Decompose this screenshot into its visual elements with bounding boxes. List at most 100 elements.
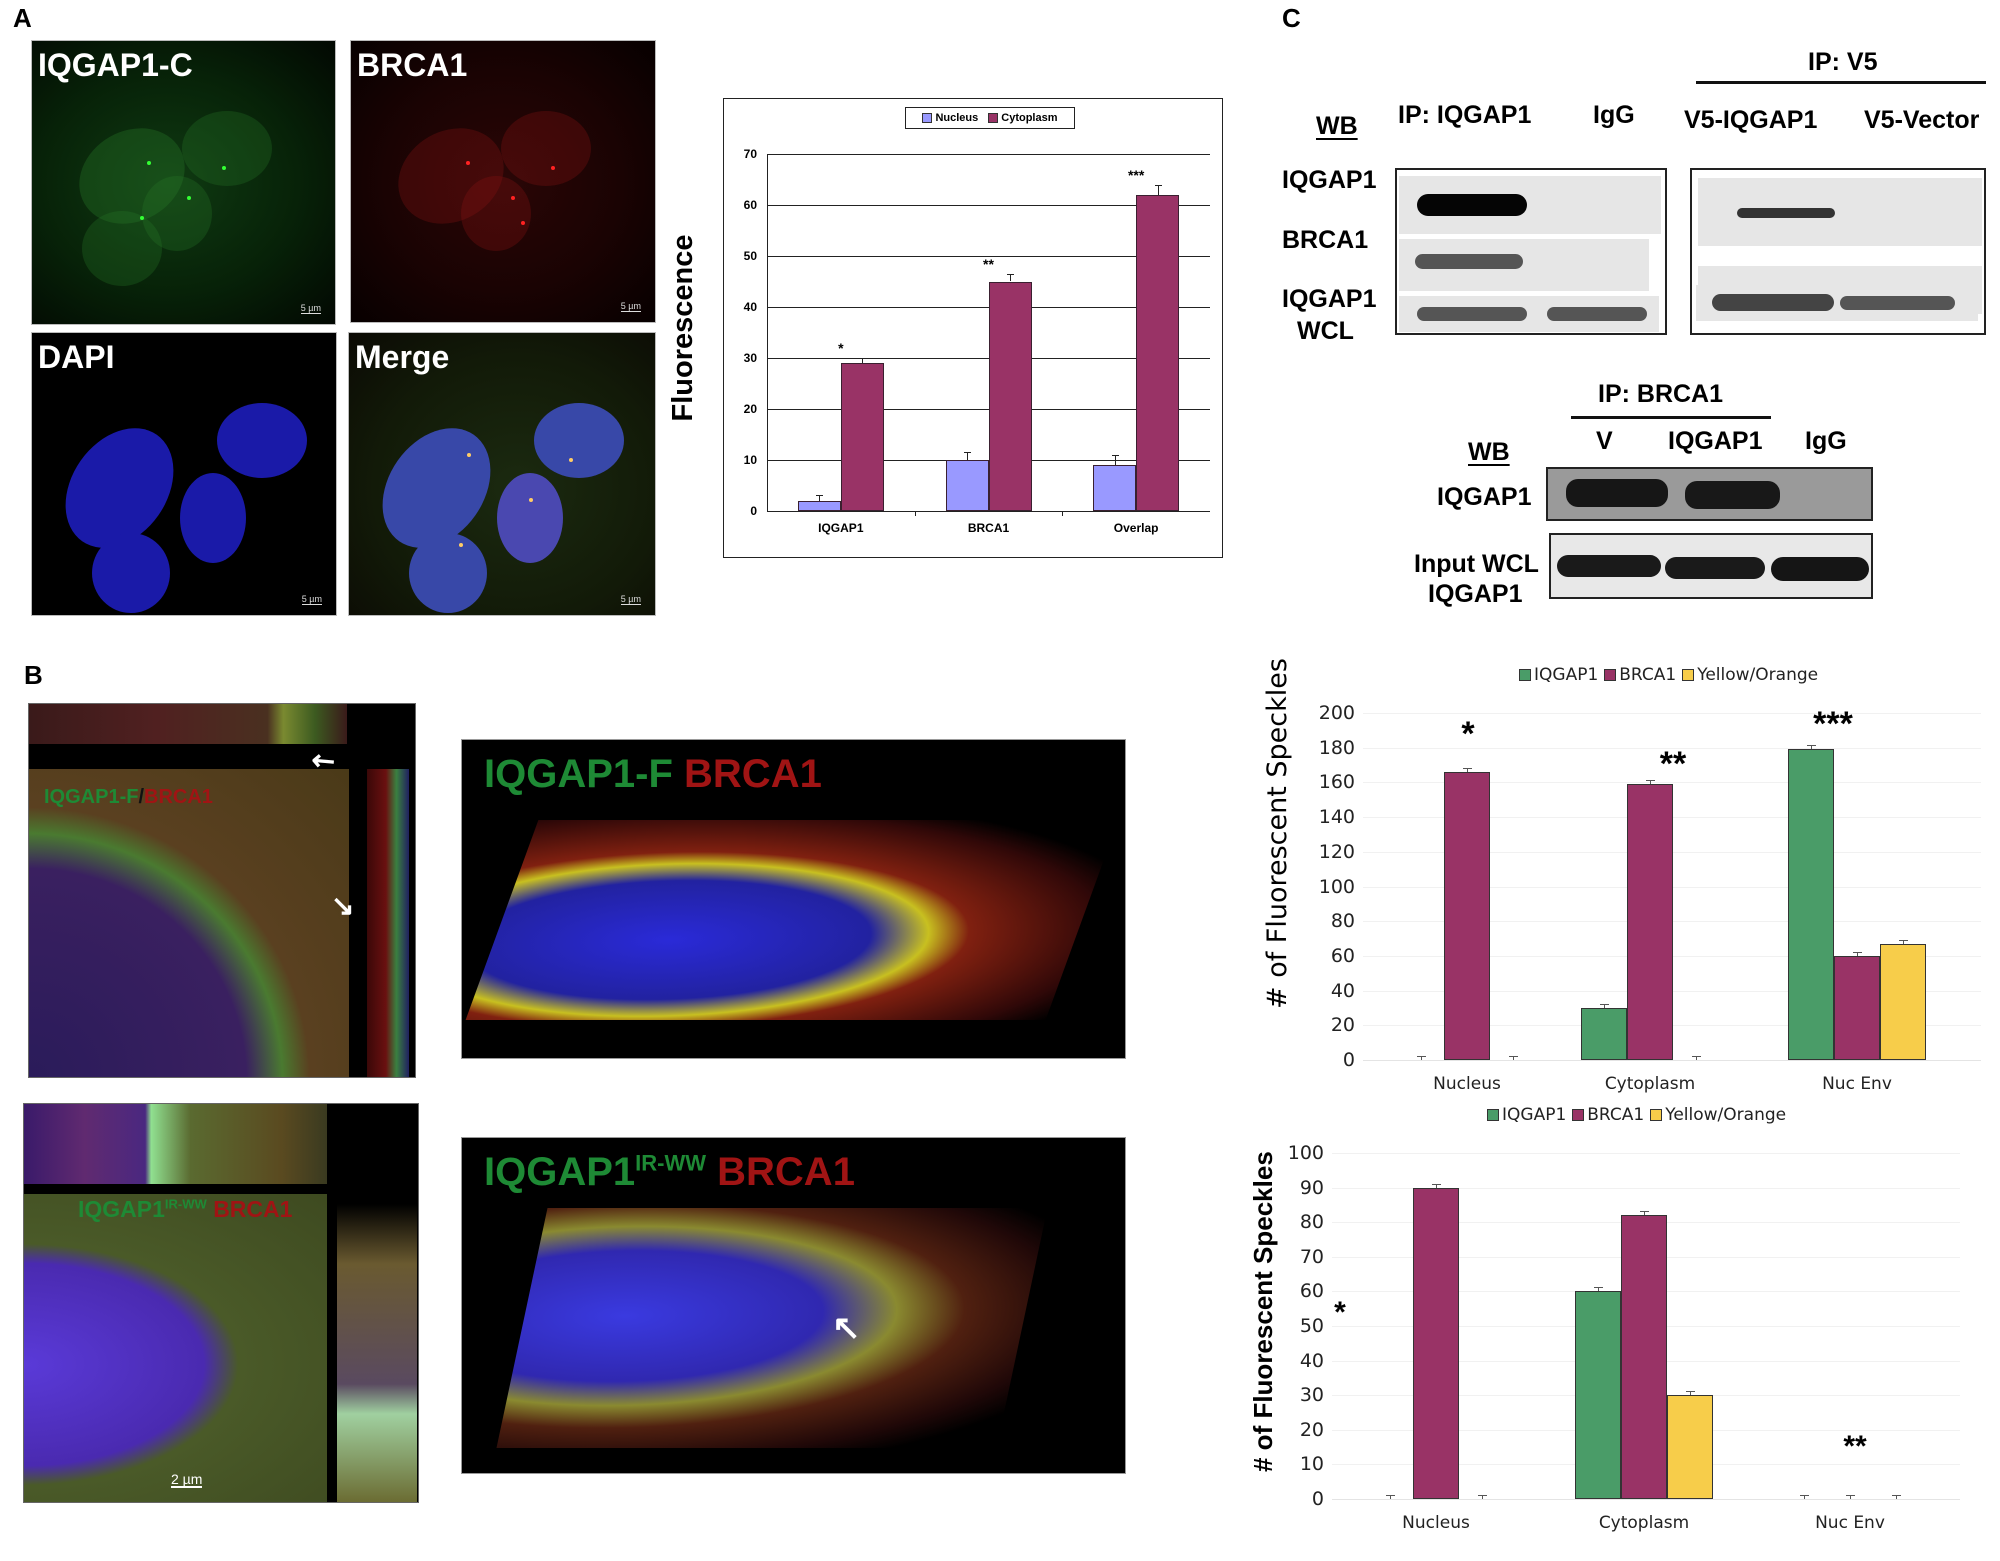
col-v5-vector: V5-Vector [1864,106,1980,134]
band [1840,296,1955,310]
swatch-icon [922,113,933,124]
swatch-icon [1572,1109,1585,1121]
bar-nucleus [1093,465,1137,511]
error-bar-cap [1417,1056,1426,1057]
legend-item: Yellow/Orange [1682,665,1818,685]
legend-item: IQGAP1 [1519,665,1598,685]
y-tick-label: 40 [1330,979,1355,1002]
y-tick-label: 100 [1287,1142,1324,1164]
col-ip-iqgap1: IP: IQGAP1 [1398,101,1532,129]
error-bar [1811,745,1812,750]
significance-marker: *** [1813,705,1853,743]
bar-cytoplasm [840,363,884,511]
y-tick-label: 100 [1318,875,1355,898]
error-bar-cap [1463,767,1472,769]
ip-brca1-header: IP: BRCA1 [1598,380,1724,408]
y-tick-label: 30 [1299,1384,1324,1407]
significance-marker: * [838,340,844,356]
legend-item: IQGAP1 [1487,1105,1566,1125]
x-category-label: Nucleus [1402,1513,1470,1533]
bar-iqgap1 [1575,1291,1621,1499]
col-igg: IgG [1593,101,1635,129]
panel-letter-a: A [13,3,32,33]
gridline [1363,747,1981,749]
bar-yellow-orange [1667,1395,1713,1499]
y-tick-label: 80 [1299,1211,1324,1234]
significance-marker: *** [1127,166,1145,183]
error-bar [862,358,864,364]
gridline [1363,782,1981,784]
y-tick-label: 180 [1318,736,1355,759]
y-tick-label: 20 [1330,1014,1355,1037]
x-category-label: Cytoplasm [1598,1513,1690,1533]
error-bar [1513,1056,1514,1060]
y-tick-label: 160 [1318,771,1355,794]
gridline [1332,1153,1960,1154]
scale-bar: 5 µm [620,594,641,605]
error-bar-cap [1509,1056,1518,1057]
error-bar [1598,1287,1599,1292]
x-category-label: Nuc Env [1822,1074,1892,1094]
error-bar-cap [1111,454,1119,456]
col-iqgap1: IQGAP1 [1668,427,1763,455]
row-brca1: BRCA1 [1282,226,1369,254]
bar-iqgap1 [1581,1007,1627,1060]
ip-brca1-underline [1571,416,1771,419]
significance-marker: * [1334,1296,1346,1329]
blot-ip-iqgap1 [1395,168,1667,335]
y-tick-label: 20 [1299,1418,1324,1441]
col-igg: IgG [1805,427,1847,455]
y-axis [767,154,769,511]
arrow-icon: ↖ [832,1309,861,1347]
gridline [767,256,1210,258]
y-tick-label: 0 [1342,1049,1355,1071]
y-tick-label: 10 [1299,1453,1324,1476]
y-tick-label: 0 [1311,1488,1324,1510]
gridline [767,511,1210,513]
swatch-icon [1682,669,1695,681]
micrograph-iqgap1-c: IQGAP1-C 5 µm [31,40,336,325]
significance-marker: * [1461,715,1475,753]
bar-brca1 [1834,955,1880,1060]
bar-cytoplasm [988,281,1032,511]
error-bar [1903,939,1904,944]
chart-legend: IQGAP1 BRCA1 Yellow/Orange [1519,665,1824,685]
error-bar [1690,1391,1691,1396]
swatch-icon [1487,1109,1499,1121]
error-bar-cap [1640,1211,1649,1213]
scale-bar: 5 µm [301,594,322,605]
error-bar-cap [1594,1287,1603,1289]
error-bar-cap [1478,1495,1487,1496]
error-bar [1696,1056,1697,1060]
y-tick-label: 140 [1318,806,1355,829]
bar-yellow-orange [1880,943,1926,1060]
gridline [767,205,1210,207]
error-bar-cap [1386,1495,1395,1496]
error-bar [819,494,821,501]
chart-b1-ylabel: # of Fluorescent Speckles [1262,658,1293,1009]
row-input-wcl: Input WCL [1414,550,1539,578]
swatch-icon [1604,669,1617,681]
error-bar-cap [1432,1183,1441,1185]
error-bar-cap [1846,1495,1855,1496]
y-tick-label: 70 [1299,1245,1324,1268]
bar-iqgap1 [1788,749,1834,1060]
blot-ip-v5-frame [1690,168,1986,335]
error-bar-cap [1692,1056,1701,1057]
y-tick-label: 60 [743,198,757,212]
bar-nucleus [945,460,989,511]
row-iqgap1-input: IQGAP1 [1428,580,1523,608]
error-bar [1857,951,1858,956]
col-v: V [1596,427,1613,455]
x-category-label: Cytoplasm [1604,1074,1696,1094]
y-tick-label: 60 [1330,944,1355,967]
error-bar-cap [816,494,824,496]
image-label: IQGAP1-C [38,47,193,83]
error-bar-cap [1800,1495,1809,1496]
swatch-icon [1519,669,1531,681]
ortho-view-iqgap1-ir-ww: IQGAP1IR-WW BRCA1 2 µm [23,1103,419,1503]
y-tick-label: 40 [743,300,757,314]
y-tick-label: 80 [1330,910,1355,933]
y-tick-label: 200 [1318,702,1355,724]
wb-label: WB [1316,112,1358,140]
